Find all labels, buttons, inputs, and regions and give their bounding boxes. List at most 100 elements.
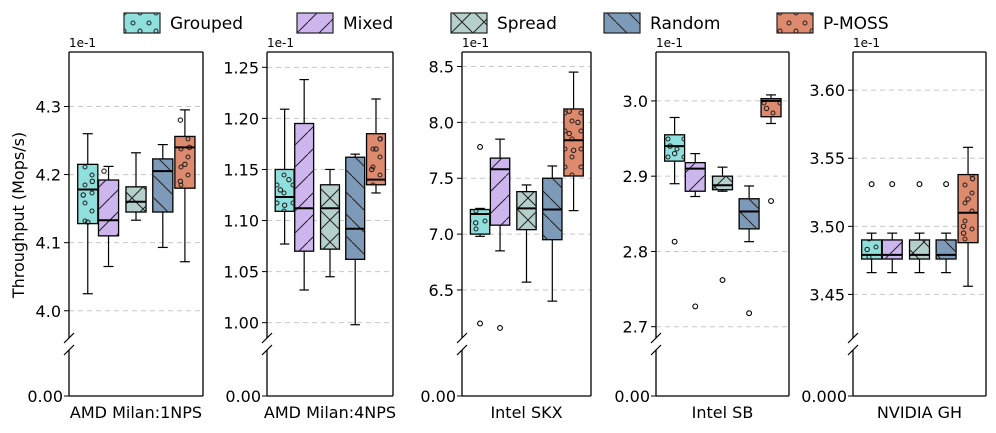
axis-break-mark [261,332,273,344]
outlier-point [746,310,753,317]
axis-scale-label: 1e-1 [462,36,489,50]
box-grouped [274,108,295,245]
box-hatch [761,98,782,117]
y-tick-label-zero: 0.00 [420,387,456,406]
outlier-point [692,303,699,310]
sample-point [763,105,770,112]
sample-point [960,223,967,230]
sample-point [671,150,678,157]
box-random [345,153,366,326]
axis-break-mark [261,344,273,356]
legend-label-random: Random [650,14,720,34]
legend-label-mixed: Mixed [343,14,393,34]
panel-title: AMD Milan:4NPS [264,403,396,422]
legend-hatch-p-moss [777,13,813,33]
sample-point [277,187,284,193]
y-tick-label: 2.9 [623,167,648,186]
axis-break-mark [63,332,75,344]
sample-point [286,176,292,183]
box-hatch [958,174,979,243]
sample-point [965,196,971,202]
box-spread [711,166,734,283]
box-hatch [516,191,537,230]
y-tick-label: 7.0 [429,225,454,244]
box-random [152,144,174,249]
axis-scale-label: 1e-1 [69,36,96,50]
box-hatch [712,176,733,190]
sample-point [177,117,184,123]
box-hatch [125,186,147,213]
y-tick-label: 3.55 [809,149,845,168]
y-tick-label: 4.1 [36,234,61,253]
y-tick-label: 1.05 [223,263,259,282]
box-p-moss [957,146,979,287]
y-tick-label: 1.25 [223,58,259,77]
box-hatch [909,239,930,260]
axis-scale-label: 1e-1 [853,36,880,50]
y-tick-label: 3.60 [809,81,845,100]
box-spread [908,181,931,274]
box-hatch [470,209,490,235]
axis-break-mark [847,332,859,344]
legend-label-p-moss: P-MOSS [823,14,889,34]
sample-point [182,161,188,168]
sample-point [177,178,184,185]
box-hatch [936,239,957,260]
y-tick-label-zero: 0.00 [27,387,63,406]
sample-point [373,146,379,152]
panel-title: NVIDIA GH [877,403,962,422]
y-tick-label: 7.5 [429,169,454,188]
box-grouped [860,181,883,274]
box-mixed [684,153,706,310]
legend: Grouped Mixed Spread Random P-MOSS [123,12,889,34]
box-random [935,181,957,274]
box-hatch [152,158,173,213]
axis-scale-label: 1e-1 [656,36,683,50]
y-axis-label: Throughput (Mops/s) [9,132,28,299]
box-hatch [685,162,706,192]
y-tick-label-zero: 0.00 [225,387,261,406]
y-tick-label: 8.0 [429,113,454,132]
panel-title: Intel SKX [490,403,562,422]
outlier-point [889,181,896,188]
outlier-point [671,238,678,245]
outlier-point [768,198,774,204]
box-random [541,165,563,302]
box-hatch [275,169,295,212]
legend-hatch-spread [451,13,487,33]
box-mixed [489,138,511,331]
sample-point [575,119,581,126]
y-tick-label: 4.3 [36,97,61,116]
y-tick-label-zero: 0.000 [801,387,847,406]
panel-amd-milan-4nps: 1.00 1.05 1.10 1.15 1.20 1.25 0.00 1e-1 AMD Mila… [223,36,396,422]
outlier-point [477,320,484,327]
box-mixed [294,78,315,291]
y-tick-label: 3.0 [623,92,648,111]
sample-point [89,178,96,185]
axis-scale-label: 1e-1 [267,36,294,50]
box-p-moss [760,94,782,204]
panel-title: AMD Milan:1NPS [70,403,202,422]
sample-point [281,202,288,208]
outlier-point [916,181,923,188]
y-tick-label: 1.00 [223,314,259,333]
box-hatch [490,158,510,226]
axis-break-mark [63,344,75,356]
axis-break-mark [650,344,662,356]
sample-point [80,192,86,198]
y-tick-label: 1.10 [223,212,259,231]
axis-break-mark [456,344,468,356]
outlier-point [497,324,504,331]
box-hatch [366,133,386,185]
box-hatch [320,184,340,250]
box-hatch [345,157,365,260]
legend-item-p-moss: P-MOSS [776,12,889,34]
legend-item-random: Random [603,12,720,34]
sample-point [566,108,572,114]
box-hatch [664,134,685,162]
axis-break-mark [847,344,859,356]
y-tick-label: 4.0 [36,302,61,321]
panel-intel-sb: 2.7 2.8 2.9 3.0 0.00 1e-1 Intel SB [614,36,790,422]
